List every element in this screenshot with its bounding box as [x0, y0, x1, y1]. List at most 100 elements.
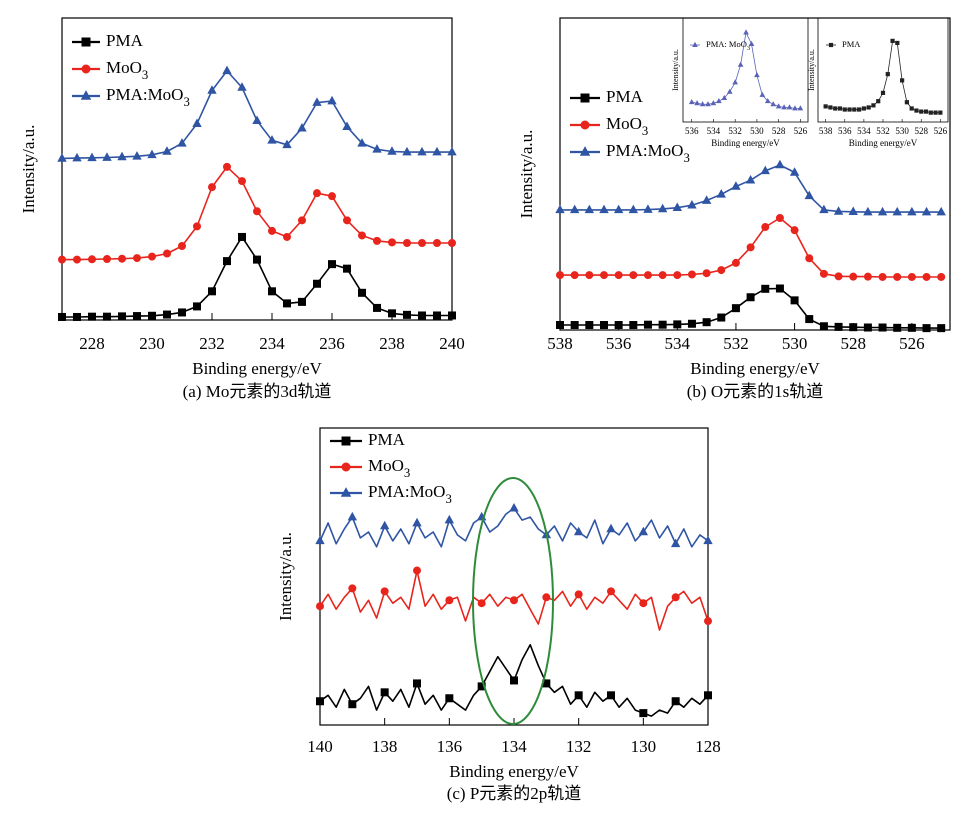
x-axis-label: Binding energy/eV	[849, 138, 918, 148]
data-point	[933, 110, 938, 115]
data-point	[372, 144, 382, 153]
data-point	[936, 206, 946, 216]
data-point	[694, 100, 700, 106]
data-point	[147, 149, 157, 159]
data-point	[893, 323, 902, 332]
data-point	[380, 688, 389, 697]
data-point	[863, 272, 872, 281]
data-point	[327, 95, 337, 105]
data-point	[268, 226, 276, 235]
data-point	[556, 271, 564, 280]
data-point	[746, 243, 755, 252]
data-point	[445, 596, 454, 605]
data-point	[432, 146, 442, 156]
data-point	[313, 279, 321, 288]
series-line	[62, 236, 452, 318]
data-point	[447, 146, 457, 156]
x-tick-label: 232	[199, 334, 225, 353]
data-point	[58, 312, 66, 321]
data-point	[699, 101, 706, 107]
legend-label: MoO3	[368, 456, 410, 480]
y-axis-label: Intensity/a.u.	[671, 49, 680, 91]
data-point	[629, 271, 638, 280]
data-point	[704, 617, 712, 626]
data-point	[834, 322, 843, 331]
data-point	[717, 313, 726, 322]
data-point	[510, 676, 518, 685]
data-point	[726, 88, 733, 94]
data-point	[163, 310, 171, 319]
data-point	[509, 502, 519, 512]
data-point	[876, 99, 881, 104]
x-tick-label: 230	[139, 334, 165, 353]
data-point	[348, 584, 357, 593]
data-point	[923, 109, 929, 114]
data-point	[937, 324, 946, 333]
data-point	[207, 85, 217, 94]
data-point	[347, 511, 358, 521]
x-tick-label: 532	[728, 126, 742, 136]
data-point	[585, 321, 594, 330]
legend-marker	[580, 93, 590, 103]
data-point	[606, 523, 616, 533]
data-point	[797, 105, 804, 111]
data-point	[863, 323, 872, 332]
data-point	[607, 691, 615, 700]
x-tick-label: 528	[840, 334, 866, 353]
data-point	[907, 206, 917, 216]
data-point	[938, 110, 943, 115]
series-line	[825, 40, 941, 113]
data-point	[705, 101, 711, 107]
data-point	[574, 590, 583, 599]
data-point	[599, 271, 608, 280]
data-point	[670, 538, 681, 548]
highlight-ellipse	[472, 477, 554, 725]
data-point	[852, 107, 857, 112]
data-point	[819, 322, 828, 331]
data-point	[88, 312, 96, 321]
x-tick-label: 536	[606, 334, 632, 353]
legend-label: PMA	[106, 31, 144, 50]
data-point	[87, 152, 97, 162]
data-point	[764, 98, 771, 104]
data-point	[403, 310, 411, 319]
legend-marker	[80, 90, 92, 100]
data-point	[556, 321, 564, 330]
legend-marker	[580, 120, 590, 130]
data-point	[238, 232, 246, 241]
data-point	[418, 238, 426, 247]
data-point	[418, 311, 426, 320]
data-point	[643, 320, 652, 329]
data-point	[775, 284, 784, 293]
data-point	[380, 587, 389, 596]
caption: (b) O元素的1s轨道	[687, 382, 823, 401]
data-point	[72, 152, 82, 162]
y-axis-label: Intensity/a.u.	[276, 532, 295, 621]
x-axis-label: Binding energy/eV	[690, 359, 820, 378]
data-point	[721, 94, 728, 101]
data-point	[433, 238, 441, 247]
data-point	[761, 284, 770, 293]
data-point	[574, 691, 583, 700]
data-point	[761, 223, 770, 232]
legend-marker	[340, 487, 352, 497]
x-tick-label: 526	[934, 126, 948, 136]
data-point	[348, 700, 357, 709]
x-tick-label: 526	[899, 334, 925, 353]
data-point	[387, 146, 397, 155]
data-point	[238, 177, 246, 186]
data-point	[403, 238, 411, 247]
data-point	[781, 104, 787, 110]
data-point	[716, 98, 722, 104]
data-point	[433, 311, 441, 320]
data-point	[922, 272, 931, 281]
data-point	[775, 213, 784, 222]
data-point	[388, 238, 396, 247]
x-tick-label: 240	[439, 334, 465, 353]
data-point	[342, 121, 352, 131]
data-point	[316, 602, 324, 611]
data-point	[639, 599, 648, 608]
data-point	[687, 199, 697, 209]
data-point	[283, 232, 291, 241]
legend-marker	[341, 436, 351, 446]
